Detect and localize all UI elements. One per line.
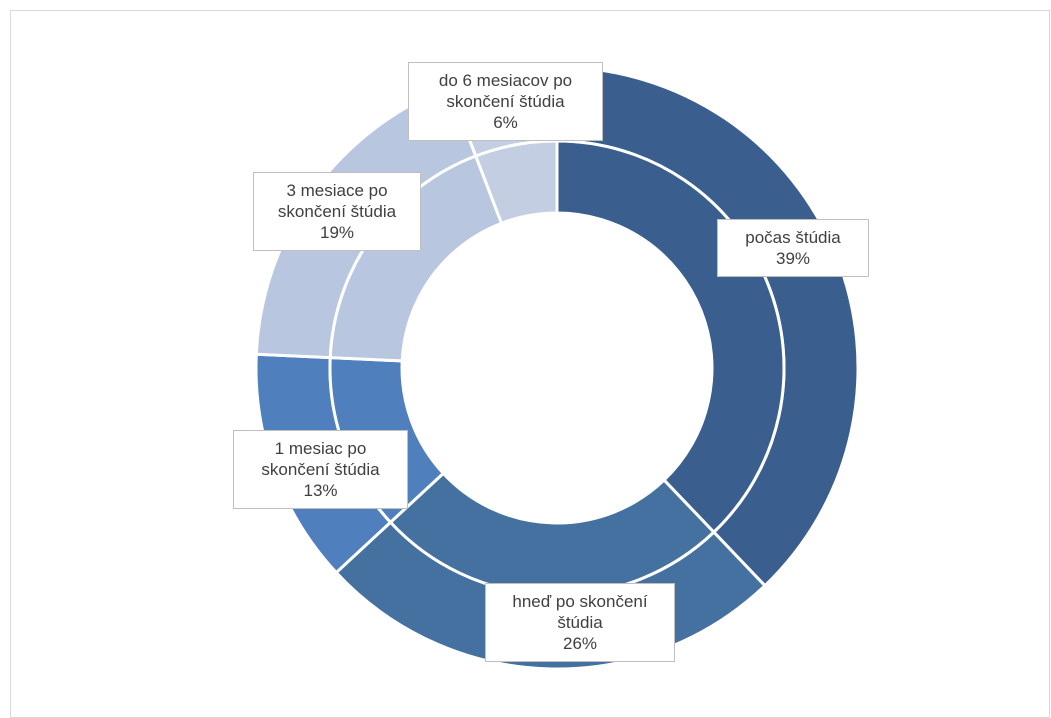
data-label-3: 1 mesiac po skončení štúdia 13%: [233, 430, 408, 509]
data-label-5-line-1: do 6 mesiacov po: [438, 71, 573, 90]
data-label-2-line-3: 26%: [562, 634, 598, 653]
data-label-5-line-2: skončení štúdia: [446, 92, 565, 111]
data-label-1-line-1: počas štúdia: [745, 228, 841, 247]
data-label-1-line-2: 39%: [775, 249, 811, 268]
data-label-4-line-1: 3 mesiace po: [286, 181, 388, 200]
data-label-5: do 6 mesiacov po skončení štúdia 6%: [408, 62, 603, 141]
slice-inner-5: [473, 139, 559, 226]
data-label-2-line-1: hneď po skončení: [512, 592, 648, 611]
data-label-4-line-3: 19%: [319, 223, 355, 242]
data-label-2-line-2: štúdia: [557, 613, 603, 632]
data-label-1: počas štúdia 39%: [717, 219, 869, 277]
data-label-3-line-2: skončení štúdia: [261, 460, 380, 479]
data-label-3-line-3: 13%: [303, 481, 338, 500]
data-label-4: 3 mesiace po skončení štúdia 19%: [253, 172, 421, 251]
data-label-4-line-2: skončení štúdia: [277, 202, 397, 221]
data-label-2: hneď po skončení štúdia 26%: [485, 583, 675, 662]
data-label-3-line-1: 1 mesiac po: [274, 439, 367, 458]
data-label-5-line-3: 6%: [493, 113, 518, 132]
